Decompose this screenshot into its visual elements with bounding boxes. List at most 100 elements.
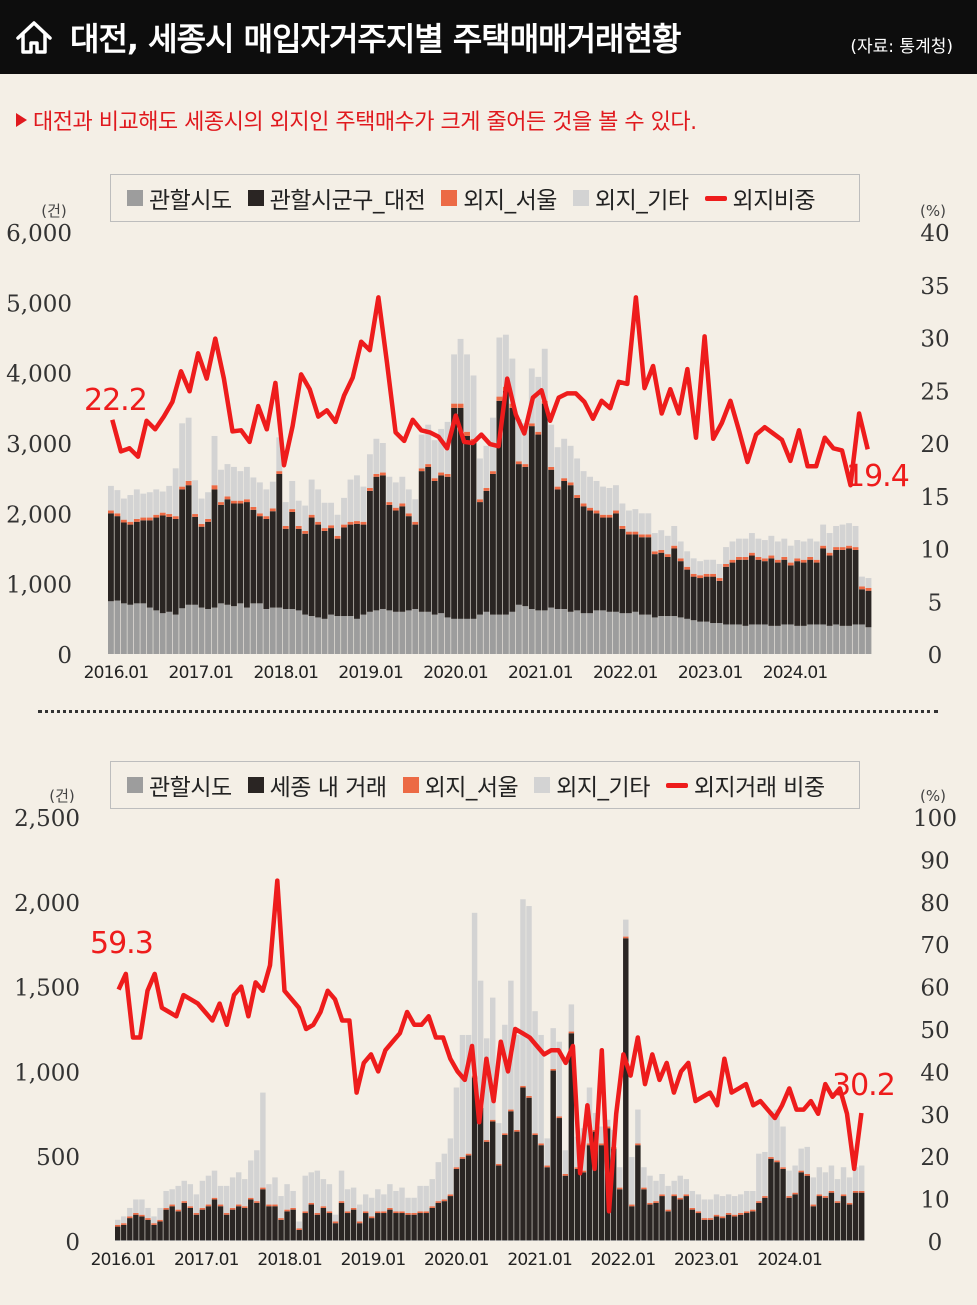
bar-segment — [429, 1240, 435, 1241]
bar-segment — [381, 1213, 387, 1241]
y2-tick-label: 20 — [920, 1145, 949, 1171]
bar-segment — [535, 434, 542, 611]
bar-segment — [218, 502, 224, 505]
bar-segment — [438, 428, 445, 473]
bar-segment — [604, 1119, 611, 1127]
bar-segment — [405, 513, 412, 517]
bar-segment — [567, 445, 574, 483]
y2-unit-label: (%) — [920, 202, 946, 220]
bar-segment — [554, 608, 561, 654]
bar-segment — [334, 535, 341, 539]
bar-segment — [522, 464, 529, 467]
bar-segment — [121, 1240, 127, 1241]
bar-segment — [146, 607, 153, 654]
bar-segment — [781, 538, 788, 557]
bar-segment — [381, 1211, 387, 1214]
bar-segment — [218, 603, 224, 654]
bar-segment — [269, 508, 276, 512]
bar-segment — [308, 514, 315, 518]
bar-segment — [826, 552, 833, 556]
bar-segment — [157, 1207, 163, 1220]
bar-segment — [153, 514, 160, 518]
bar-segment — [108, 601, 114, 654]
bar-segment — [254, 1202, 260, 1241]
bar-segment — [254, 1240, 260, 1241]
bar-segment — [846, 1240, 853, 1241]
x-tick-label: 2023.01 — [678, 663, 743, 683]
bar-segment — [528, 608, 535, 654]
bar-segment — [444, 473, 451, 477]
bar-segment — [193, 1194, 200, 1214]
bar-segment — [157, 1219, 163, 1222]
bar-segment — [822, 1197, 829, 1241]
bar-segment — [651, 551, 658, 555]
bar-segment — [314, 1170, 321, 1214]
bar-segment — [223, 1240, 230, 1241]
bar-segment — [412, 521, 419, 525]
bar-segment — [794, 540, 801, 559]
bar-segment — [502, 1024, 508, 1134]
bar-segment — [282, 528, 289, 609]
bar-segment — [354, 618, 360, 654]
bar-segment — [865, 587, 872, 591]
bar-segment — [243, 466, 250, 500]
bar-segment — [392, 611, 399, 654]
bar-segment — [697, 621, 704, 654]
bar-segment — [496, 1163, 502, 1166]
bar-segment — [701, 1218, 708, 1220]
x-tick-label: 2022.01 — [593, 663, 658, 683]
bar-segment — [115, 1224, 121, 1227]
bar-segment — [471, 912, 478, 1076]
bar-segment — [237, 500, 244, 504]
bar-segment — [231, 466, 237, 501]
bar-segment — [199, 1209, 206, 1241]
bar-segment — [593, 510, 600, 514]
end-value-label: 30.2 — [832, 1068, 895, 1103]
bar-segment — [613, 485, 619, 511]
bar-segment — [451, 407, 458, 619]
bar-segment — [153, 517, 160, 611]
bar-segment — [477, 1107, 484, 1241]
y2-tick-label: 60 — [920, 976, 949, 1002]
bar-segment — [723, 563, 729, 567]
bar-segment — [483, 1141, 490, 1241]
legend-item: 외지_서울 — [402, 768, 519, 802]
bar-segment — [379, 472, 386, 476]
bar-segment — [852, 624, 859, 654]
bar-segment — [671, 1180, 677, 1195]
bar-segment — [127, 1218, 133, 1241]
bar-segment — [625, 613, 632, 654]
bar-segment — [548, 469, 555, 608]
bar-segment — [115, 1240, 121, 1241]
bar-segment — [172, 614, 179, 654]
bar-segment — [115, 1226, 121, 1241]
bar-segment — [744, 1240, 750, 1241]
bar-segment — [598, 1143, 605, 1146]
bar-segment — [470, 375, 477, 439]
bar-segment — [677, 1175, 683, 1198]
bar-segment — [632, 611, 639, 654]
bar-segment — [689, 1190, 696, 1208]
bar-segment — [431, 480, 438, 615]
bar-segment — [592, 1131, 599, 1241]
bar-segment — [713, 1216, 720, 1241]
y2-tick-label: 5 — [928, 590, 943, 616]
legend-line-swatch — [665, 782, 688, 788]
bar-segment — [282, 525, 289, 529]
bar-segment — [490, 1119, 496, 1122]
bar-segment — [334, 514, 341, 536]
bar-segment — [822, 1196, 829, 1198]
bar-segment — [774, 625, 781, 654]
bar-segment — [632, 534, 639, 612]
legend-item: 외지_기타 — [534, 768, 650, 802]
bar-segment — [172, 518, 179, 615]
bar-segment — [865, 627, 872, 654]
bar-segment — [729, 562, 736, 625]
bar-segment — [548, 466, 555, 470]
legend-swatch — [247, 190, 264, 206]
bar-segment — [813, 562, 820, 625]
bar-segment — [172, 468, 179, 517]
bar-segment — [114, 516, 121, 601]
bar-segment — [362, 1240, 369, 1241]
bar-segment — [465, 1153, 472, 1156]
